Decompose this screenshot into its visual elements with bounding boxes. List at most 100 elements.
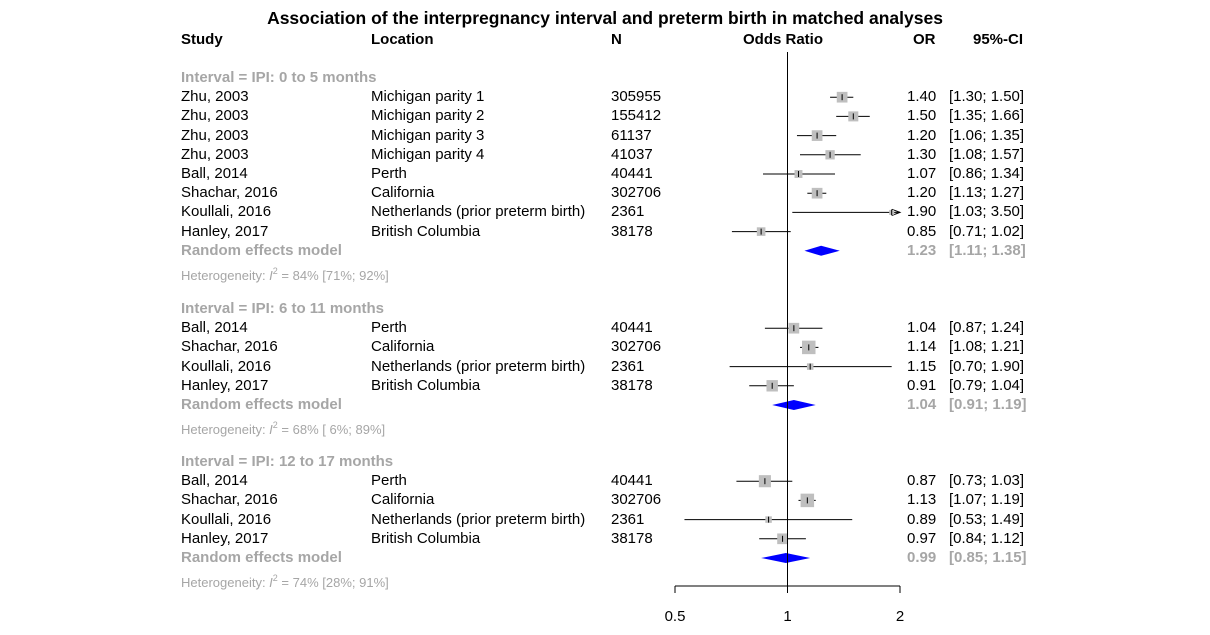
study-n: 155412 — [611, 107, 662, 125]
study-ci: [0.86; 1.34] — [949, 165, 1025, 182]
heterogeneity: Heterogeneity: I2 = 68% [ 6%; 89%] — [181, 420, 386, 438]
study-name: Zhu, 2003 — [181, 107, 249, 125]
study-n: 38178 — [611, 376, 653, 394]
study-name: Hanley, 2017 — [181, 529, 269, 547]
study-or: 0.97 — [907, 529, 937, 547]
subgroup-label: Interval = IPI: 6 to 11 months — [181, 300, 384, 317]
chart-title: Association of the interpregnancy interv… — [267, 8, 943, 28]
study-or: 0.91 — [907, 376, 937, 394]
subgroup-label: Interval = IPI: 0 to 5 months — [181, 69, 377, 86]
study-name: Shachar, 2016 — [181, 184, 278, 202]
study-n: 302706 — [611, 491, 662, 509]
study-ci: [1.03; 3.50] — [949, 203, 1025, 221]
heterogeneity-symbol: I — [269, 422, 273, 438]
study-ci: [0.71; 1.02] — [949, 222, 1025, 240]
study-or: 0.85 — [907, 222, 937, 240]
study-n: 41037 — [611, 145, 653, 163]
study-n: 2361 — [611, 357, 645, 375]
study-location: Michigan parity 2 — [371, 107, 485, 125]
study-ci: [0.70; 1.90] — [949, 357, 1025, 375]
summary-ci: [0.85; 1.15] — [949, 549, 1027, 566]
study-n: 305955 — [611, 88, 662, 106]
study-or: 1.20 — [907, 126, 937, 144]
study-or: 1.30 — [907, 145, 937, 163]
study-location: Michigan parity 4 — [371, 145, 485, 163]
study-n: 2361 — [611, 203, 645, 221]
study-ci: [1.13; 1.27] — [949, 184, 1025, 202]
summary-label: Random effects model — [181, 396, 342, 413]
heterogeneity: Heterogeneity: I2 = 74% [28%; 91%] — [181, 573, 389, 591]
study-n: 40441 — [611, 165, 653, 182]
x-tick-label: 2 — [896, 608, 904, 625]
study-n: 61137 — [611, 126, 652, 144]
study-ci: [1.06; 1.35] — [949, 126, 1025, 144]
heterogeneity-power: 2 — [272, 266, 278, 276]
heterogeneity-power: 2 — [272, 573, 278, 584]
header-location: Location — [371, 31, 434, 48]
study-location: Netherlands (prior preterm birth) — [371, 510, 586, 528]
study-location: California — [371, 491, 435, 509]
study-name: Hanley, 2017 — [181, 376, 269, 394]
study-or: 1.14 — [907, 338, 937, 356]
study-ci: [0.84; 1.12] — [949, 529, 1025, 547]
subgroup-label: Interval = IPI: 12 to 17 months — [181, 453, 394, 470]
study-name: Ball, 2014 — [181, 472, 248, 490]
header-odds-ratio: Odds Ratio — [743, 31, 824, 48]
study-n: 40441 — [611, 319, 653, 337]
study-name: Zhu, 2003 — [181, 145, 249, 163]
study-n: 38178 — [611, 529, 653, 547]
summary-or: 0.99 — [907, 549, 937, 566]
heterogeneity-symbol: I — [269, 268, 273, 283]
study-location: Michigan parity 3 — [371, 126, 485, 144]
summary-ci: [1.11; 1.38] — [949, 241, 1026, 259]
study-or: 1.07 — [907, 165, 937, 182]
study-n: 302706 — [611, 184, 662, 202]
study-name: Zhu, 2003 — [181, 126, 249, 144]
study-name: Hanley, 2017 — [181, 222, 269, 240]
study-or: 0.89 — [907, 510, 937, 528]
header-n: N — [611, 31, 622, 48]
summary-label: Random effects model — [181, 241, 342, 259]
study-name: Shachar, 2016 — [181, 491, 278, 509]
study-n: 302706 — [611, 338, 662, 356]
header-ci: 95%-CI — [973, 31, 1024, 48]
study-name: Koullali, 2016 — [181, 510, 272, 528]
summary-diamond — [772, 400, 816, 410]
study-n: 38178 — [611, 222, 653, 240]
study-name: Koullali, 2016 — [181, 357, 272, 375]
study-n: 2361 — [611, 510, 645, 528]
study-or: 1.50 — [907, 107, 937, 125]
study-name: Ball, 2014 — [181, 165, 248, 182]
x-tick-label: 0.5 — [665, 608, 686, 625]
header-or: OR — [913, 31, 936, 48]
study-ci: [1.08; 1.57] — [949, 145, 1025, 163]
study-location: British Columbia — [371, 222, 481, 240]
heterogeneity-power: 2 — [272, 420, 278, 431]
study-or: 1.20 — [907, 184, 937, 202]
study-ci: [0.73; 1.03] — [949, 472, 1025, 490]
study-or: 1.90 — [907, 203, 937, 221]
study-or: 1.40 — [907, 88, 937, 106]
study-name: Ball, 2014 — [181, 319, 248, 337]
study-location: Perth — [371, 319, 407, 337]
study-location: Perth — [371, 472, 407, 490]
summary-or: 1.23 — [907, 241, 937, 259]
study-location: California — [371, 338, 435, 356]
summary-ci: [0.91; 1.19] — [949, 396, 1027, 413]
study-n: 40441 — [611, 472, 653, 490]
study-ci: [1.08; 1.21] — [949, 338, 1025, 356]
study-location: Netherlands (prior preterm birth) — [371, 203, 586, 221]
study-or: 1.15 — [907, 357, 937, 375]
study-ci: [0.53; 1.49] — [949, 510, 1025, 528]
study-location: British Columbia — [371, 376, 481, 394]
study-name: Shachar, 2016 — [181, 338, 278, 356]
study-or: 1.04 — [907, 319, 937, 337]
study-name: Zhu, 2003 — [181, 88, 249, 106]
study-location: British Columbia — [371, 529, 481, 547]
study-ci: [1.35; 1.66] — [949, 107, 1025, 125]
study-location: Perth — [371, 165, 407, 182]
summary-diamond — [804, 245, 840, 256]
study-location: Michigan parity 1 — [371, 88, 485, 106]
study-ci: [0.87; 1.24] — [949, 319, 1025, 337]
